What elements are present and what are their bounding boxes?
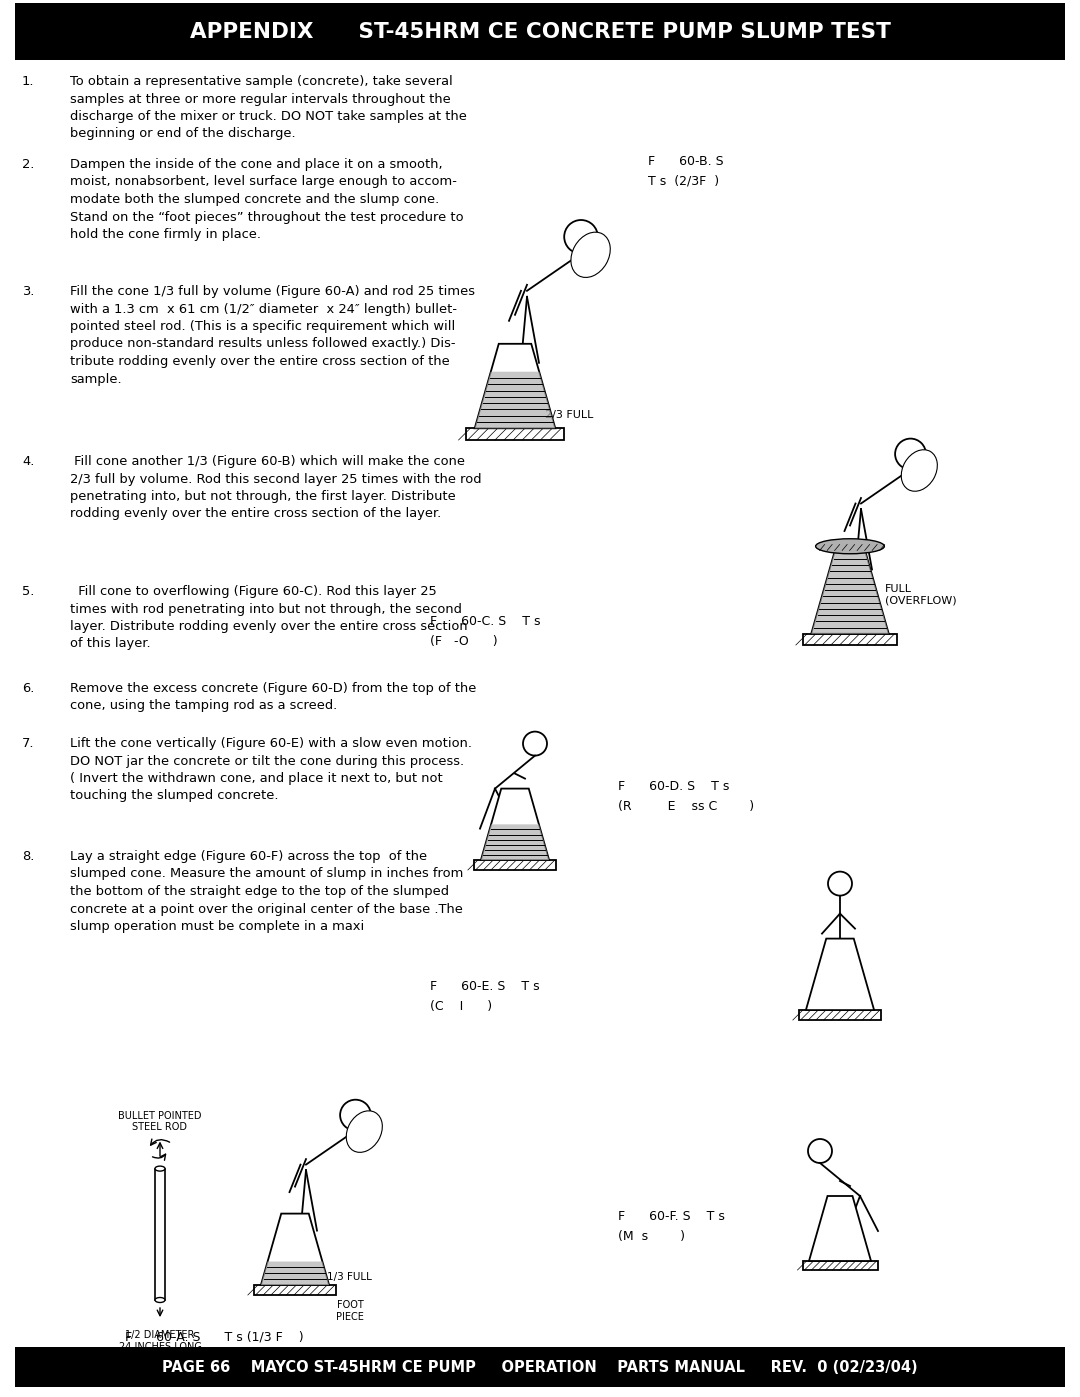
Text: 5.: 5. [22,585,35,598]
Bar [156,1169,165,1301]
Text: 7.: 7. [22,738,35,750]
Text: 4.: 4. [22,455,35,468]
Text: Lay a straight edge (Figure 60-F) across the top  of the
slumped cone. Measure t: Lay a straight edge (Figure 60-F) across… [70,849,463,933]
Ellipse shape [156,1298,165,1302]
Text: (F   -O      ): (F -O ) [430,636,498,648]
Ellipse shape [902,450,937,492]
Circle shape [523,732,546,756]
Polygon shape [475,344,555,429]
Text: (R         E    ss C        ): (R E ss C ) [618,800,754,813]
Circle shape [895,439,926,469]
Text: Fill cone another 1/3 (Figure 60-B) which will make the cone
2/3 full by volume.: Fill cone another 1/3 (Figure 60-B) whic… [70,455,482,521]
Text: 1/2 DIAMETER
24 INCHES LONG: 1/2 DIAMETER 24 INCHES LONG [119,1330,202,1352]
Text: (M  s        ): (M s ) [618,1229,685,1243]
Text: F      60-B. S: F 60-B. S [648,155,724,168]
Text: Fill cone to overflowing (Figure 60-C). Rod this layer 25
times with rod penetra: Fill cone to overflowing (Figure 60-C). … [70,585,468,651]
Polygon shape [475,372,555,429]
Text: F      60-C. S    T s: F 60-C. S T s [430,615,540,629]
Ellipse shape [815,539,885,553]
Polygon shape [806,939,874,1010]
Text: 8.: 8. [22,849,35,863]
Bar [804,634,896,645]
Bar [474,861,556,870]
Text: (C    I      ): (C I ) [430,1000,492,1013]
Text: Dampen the inside of the cone and place it on a smooth,
moist, nonabsorbent, lev: Dampen the inside of the cone and place … [70,158,463,242]
Text: Remove the excess concrete (Figure 60-D) from the top of the
cone, using the tam: Remove the excess concrete (Figure 60-D)… [70,682,476,712]
Text: 1.: 1. [22,75,35,88]
Text: T s  (2/3F  ): T s (2/3F ) [648,175,719,189]
Ellipse shape [347,1111,382,1153]
Polygon shape [811,552,889,634]
Text: F      60-D. S    T s: F 60-D. S T s [618,780,729,793]
Circle shape [564,219,598,254]
Text: F      60-E. S    T s: F 60-E. S T s [430,981,540,993]
Text: 1/3 FULL: 1/3 FULL [327,1273,372,1282]
Text: F      60-F. S    T s: F 60-F. S T s [618,1210,725,1222]
Bar [802,1261,877,1270]
Text: PAGE 66    MAYCO ST-45HRM CE PUMP     OPERATION    PARTS MANUAL     REV.  0 (02/: PAGE 66 MAYCO ST-45HRM CE PUMP OPERATION… [162,1359,918,1375]
Text: 2/3 FULL: 2/3 FULL [545,409,593,420]
Circle shape [340,1099,370,1130]
Text: BULLET POINTED
STEEL ROD: BULLET POINTED STEEL ROD [118,1111,202,1132]
Bar [467,429,564,440]
Polygon shape [261,1214,329,1285]
Circle shape [808,1139,832,1162]
Text: F      60-A. S      T s (1/3 F    ): F 60-A. S T s (1/3 F ) [125,1330,303,1343]
Polygon shape [481,824,549,861]
Text: FOOT
PIECE: FOOT PIECE [336,1301,364,1322]
Text: To obtain a representative sample (concrete), take several
samples at three or m: To obtain a representative sample (concr… [70,75,467,141]
Circle shape [828,872,852,895]
Polygon shape [481,788,549,861]
Bar [799,1010,881,1020]
Text: Lift the cone vertically (Figure 60-E) with a slow even motion.
DO NOT jar the c: Lift the cone vertically (Figure 60-E) w… [70,738,472,802]
Text: 2.: 2. [22,158,35,170]
Bar [254,1285,336,1295]
Ellipse shape [571,232,610,278]
Bar [15,3,1065,60]
Text: 6.: 6. [22,682,35,694]
Text: Fill the cone 1/3 full by volume (Figure 60-A) and rod 25 times
with a 1.3 cm  x: Fill the cone 1/3 full by volume (Figure… [70,285,475,386]
Text: FULL
(OVERFLOW): FULL (OVERFLOW) [885,584,957,606]
Polygon shape [809,1196,870,1261]
Text: APPENDIX      ST-45HRM CE CONCRETE PUMP SLUMP TEST: APPENDIX ST-45HRM CE CONCRETE PUMP SLUMP… [190,21,890,42]
Ellipse shape [156,1166,165,1171]
Bar [15,1347,1065,1387]
Text: 3.: 3. [22,285,35,298]
Polygon shape [261,1261,329,1285]
Polygon shape [811,552,889,634]
